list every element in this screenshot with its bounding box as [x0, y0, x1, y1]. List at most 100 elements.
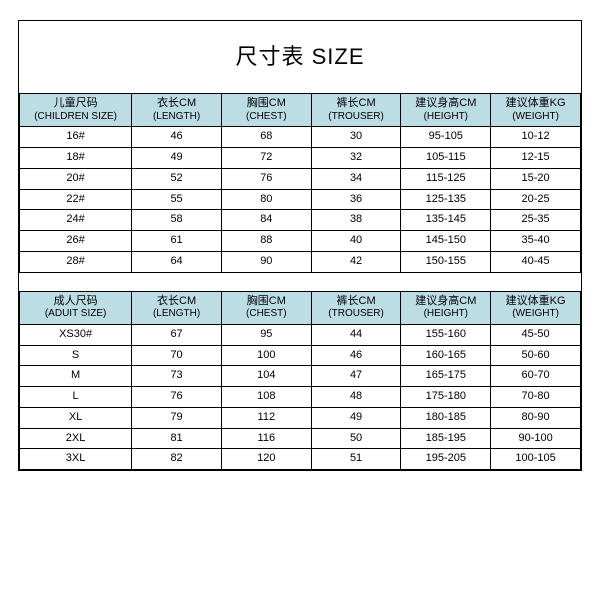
cell: 115-125 — [401, 168, 491, 189]
col-header-3: 裤长CM(TROUSER) — [311, 94, 401, 127]
cell: 47 — [311, 366, 401, 387]
cell: 42 — [311, 251, 401, 272]
col-header-0: 成人尺码(ADUIT SIZE) — [20, 291, 132, 324]
col-header-4: 建议身高CM(HEIGHT) — [401, 291, 491, 324]
cell: 55 — [132, 189, 222, 210]
table-row: 24#588438135-14525-35 — [20, 210, 581, 231]
cell: 120 — [221, 449, 311, 470]
cell: 100-105 — [491, 449, 581, 470]
col-header-zh: 建议身高CM — [403, 295, 488, 309]
col-header-4: 建议身高CM(HEIGHT) — [401, 94, 491, 127]
cell: 79 — [132, 407, 222, 428]
col-header-5: 建议体重KG(WEIGHT) — [491, 291, 581, 324]
cell: 32 — [311, 148, 401, 169]
cell: 90 — [221, 251, 311, 272]
cell: 2XL — [20, 428, 132, 449]
table-row: S7010046160-16550-60 — [20, 345, 581, 366]
cell: 18# — [20, 148, 132, 169]
cell: 15-20 — [491, 168, 581, 189]
cell: 95 — [221, 324, 311, 345]
cell: 76 — [132, 387, 222, 408]
chart-title: 尺寸表 SIZE — [19, 21, 581, 93]
children-header-row: 儿童尺码(CHILDREN SIZE)衣长CM(LENGTH)胸围CM(CHES… — [20, 94, 581, 127]
section-gap — [20, 272, 581, 291]
col-header-zh: 裤长CM — [314, 97, 399, 111]
cell: 10-12 — [491, 127, 581, 148]
size-chart: 尺寸表 SIZE 儿童尺码(CHILDREN SIZE)衣长CM(LENGTH)… — [18, 20, 582, 471]
col-header-2: 胸围CM(CHEST) — [221, 291, 311, 324]
table-row: L7610848175-18070-80 — [20, 387, 581, 408]
cell: 20# — [20, 168, 132, 189]
cell: XS30# — [20, 324, 132, 345]
col-header-zh: 衣长CM — [134, 97, 219, 111]
cell: 84 — [221, 210, 311, 231]
col-header-en: (WEIGHT) — [493, 111, 578, 124]
table-row: 16#46683095-10510-12 — [20, 127, 581, 148]
cell: 155-160 — [401, 324, 491, 345]
cell: 20-25 — [491, 189, 581, 210]
col-header-en: (HEIGHT) — [403, 308, 488, 321]
cell: 36 — [311, 189, 401, 210]
col-header-0: 儿童尺码(CHILDREN SIZE) — [20, 94, 132, 127]
col-header-zh: 建议体重KG — [493, 97, 578, 111]
cell: 145-150 — [401, 231, 491, 252]
cell: 48 — [311, 387, 401, 408]
cell: 34 — [311, 168, 401, 189]
cell: 68 — [221, 127, 311, 148]
cell: 49 — [311, 407, 401, 428]
cell: 25-35 — [491, 210, 581, 231]
table-row: XL7911249180-18580-90 — [20, 407, 581, 428]
cell: 44 — [311, 324, 401, 345]
cell: 195-205 — [401, 449, 491, 470]
cell: 150-155 — [401, 251, 491, 272]
cell: 58 — [132, 210, 222, 231]
children-body: 16#46683095-10510-1218#497232105-11512-1… — [20, 127, 581, 272]
col-header-zh: 胸围CM — [224, 97, 309, 111]
cell: 81 — [132, 428, 222, 449]
cell: S — [20, 345, 132, 366]
cell: 51 — [311, 449, 401, 470]
col-header-5: 建议体重KG(WEIGHT) — [491, 94, 581, 127]
table-row: XS30#679544155-16045-50 — [20, 324, 581, 345]
col-header-en: (CHILDREN SIZE) — [22, 111, 129, 124]
cell: 45-50 — [491, 324, 581, 345]
cell: 72 — [221, 148, 311, 169]
table-row: 2XL8111650185-19590-100 — [20, 428, 581, 449]
cell: XL — [20, 407, 132, 428]
adult-header-row: 成人尺码(ADUIT SIZE)衣长CM(LENGTH)胸围CM(CHEST)裤… — [20, 291, 581, 324]
col-header-en: (TROUSER) — [314, 111, 399, 124]
cell: 185-195 — [401, 428, 491, 449]
cell: 116 — [221, 428, 311, 449]
cell: 125-135 — [401, 189, 491, 210]
cell: 160-165 — [401, 345, 491, 366]
cell: 49 — [132, 148, 222, 169]
col-header-en: (LENGTH) — [134, 308, 219, 321]
col-header-zh: 儿童尺码 — [22, 97, 129, 111]
cell: 100 — [221, 345, 311, 366]
cell: 24# — [20, 210, 132, 231]
cell: 26# — [20, 231, 132, 252]
cell: 52 — [132, 168, 222, 189]
table-row: 18#497232105-11512-15 — [20, 148, 581, 169]
cell: 40 — [311, 231, 401, 252]
adult-body: XS30#679544155-16045-50S7010046160-16550… — [20, 324, 581, 469]
cell: 70 — [132, 345, 222, 366]
cell: 175-180 — [401, 387, 491, 408]
col-header-en: (CHEST) — [224, 308, 309, 321]
cell: 80-90 — [491, 407, 581, 428]
cell: 30 — [311, 127, 401, 148]
col-header-en: (TROUSER) — [314, 308, 399, 321]
col-header-en: (WEIGHT) — [493, 308, 578, 321]
cell: M — [20, 366, 132, 387]
cell: 180-185 — [401, 407, 491, 428]
col-header-zh: 衣长CM — [134, 295, 219, 309]
cell: 108 — [221, 387, 311, 408]
cell: 64 — [132, 251, 222, 272]
col-header-3: 裤长CM(TROUSER) — [311, 291, 401, 324]
table-row: 28#649042150-15540-45 — [20, 251, 581, 272]
cell: 112 — [221, 407, 311, 428]
cell: 46 — [311, 345, 401, 366]
table-row: 22#558036125-13520-25 — [20, 189, 581, 210]
cell: 95-105 — [401, 127, 491, 148]
col-header-en: (LENGTH) — [134, 111, 219, 124]
